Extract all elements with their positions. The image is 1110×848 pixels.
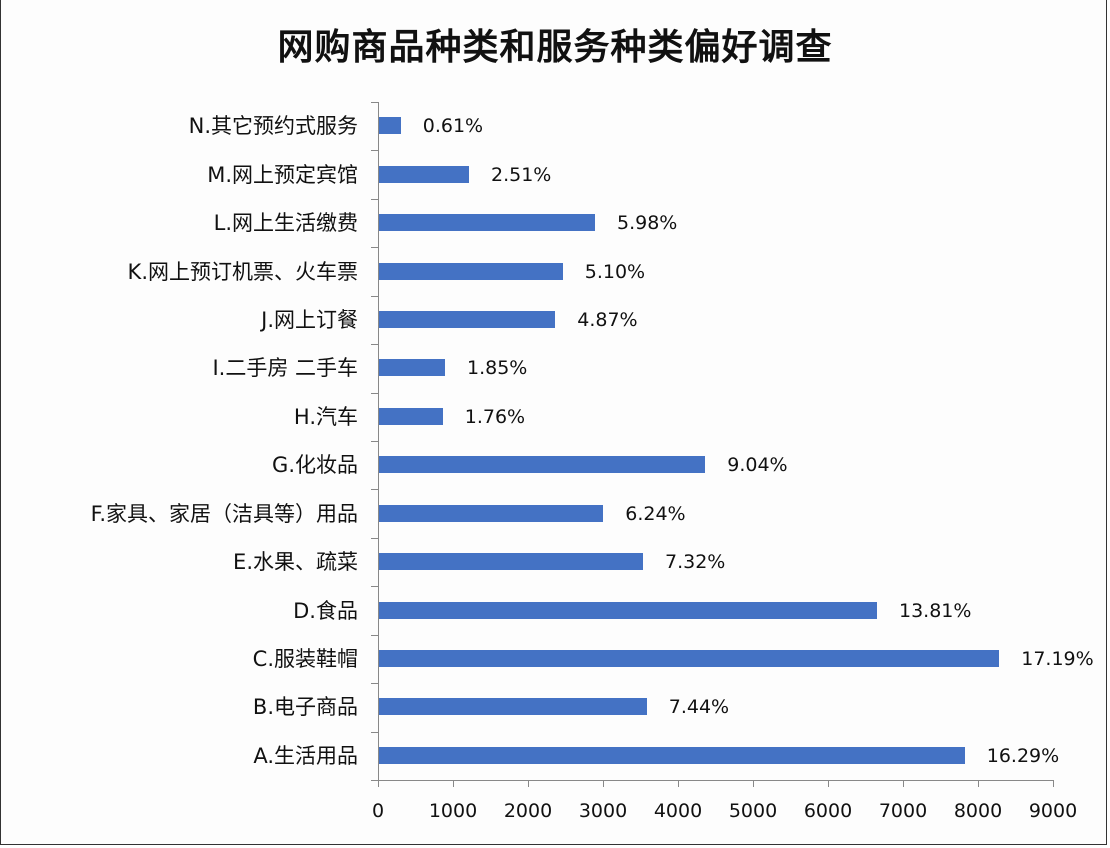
category-label: G.化妆品 bbox=[272, 453, 358, 478]
bar bbox=[379, 649, 1000, 667]
y-tick bbox=[371, 295, 378, 297]
bar bbox=[379, 698, 647, 716]
y-tick bbox=[371, 198, 378, 200]
x-tick-label: 2000 bbox=[503, 800, 553, 822]
category-label: N.其它预约式服务 bbox=[188, 114, 358, 139]
y-tick bbox=[371, 102, 378, 103]
x-tick bbox=[903, 780, 904, 787]
data-label: 9.04% bbox=[727, 454, 788, 477]
data-label: 7.32% bbox=[665, 551, 726, 574]
y-axis-line bbox=[378, 102, 379, 780]
x-tick-label: 0 bbox=[371, 800, 385, 822]
y-tick bbox=[371, 537, 378, 539]
category-label: F.家具、家居（洁具等）用品 bbox=[90, 501, 358, 526]
y-tick bbox=[371, 392, 378, 394]
y-tick bbox=[371, 683, 378, 685]
y-tick bbox=[371, 634, 378, 636]
data-label: 5.98% bbox=[617, 212, 678, 235]
x-tick bbox=[978, 780, 979, 787]
bar bbox=[379, 746, 965, 764]
y-tick bbox=[371, 247, 378, 249]
x-tick-label: 1000 bbox=[428, 800, 478, 822]
y-tick bbox=[371, 441, 378, 442]
category-label: K.网上预订机票、火车票 bbox=[127, 259, 358, 284]
bar bbox=[379, 359, 445, 377]
bar bbox=[379, 262, 563, 280]
x-tick bbox=[603, 780, 604, 787]
data-label: 7.44% bbox=[668, 696, 730, 719]
category-label: E.水果、疏菜 bbox=[233, 550, 358, 575]
bar bbox=[379, 310, 556, 328]
x-tick-label: 6000 bbox=[803, 800, 853, 822]
bar bbox=[379, 117, 401, 135]
data-label: 1.85% bbox=[467, 357, 528, 380]
x-tick-label: 5000 bbox=[728, 800, 778, 822]
y-tick bbox=[371, 731, 378, 733]
data-label: 4.87% bbox=[577, 308, 638, 331]
bar bbox=[379, 165, 469, 183]
bar bbox=[379, 504, 604, 522]
x-tick bbox=[828, 780, 829, 787]
y-tick bbox=[371, 780, 378, 781]
x-tick-label: 9000 bbox=[1028, 800, 1078, 822]
data-label: 17.19% bbox=[1021, 647, 1094, 670]
x-tick bbox=[528, 780, 529, 787]
x-tick bbox=[453, 780, 454, 787]
data-label: 5.10% bbox=[584, 260, 646, 283]
data-label: 2.51% bbox=[491, 163, 552, 186]
category-label: J.网上订餐 bbox=[261, 307, 358, 332]
y-tick bbox=[371, 150, 378, 152]
x-tick bbox=[753, 780, 754, 787]
y-tick bbox=[371, 586, 378, 588]
x-tick bbox=[678, 780, 679, 787]
x-axis-line bbox=[378, 780, 1054, 781]
bar bbox=[379, 214, 595, 232]
x-tick-label: 3000 bbox=[578, 800, 628, 822]
chart-title: 网购商品种类和服务种类偏好调查 bbox=[277, 26, 833, 68]
x-tick-label: 7000 bbox=[878, 800, 928, 822]
bar bbox=[379, 601, 877, 619]
bar bbox=[379, 553, 643, 571]
category-label: A.生活用品 bbox=[253, 743, 358, 768]
x-tick bbox=[1053, 780, 1054, 787]
x-tick-label: 4000 bbox=[653, 800, 703, 822]
category-label: D.食品 bbox=[293, 598, 358, 623]
category-label: I.二手房 二手车 bbox=[212, 356, 358, 381]
data-label: 0.61% bbox=[422, 115, 484, 138]
x-tick bbox=[378, 780, 379, 787]
category-label: C.服装鞋帽 bbox=[252, 646, 358, 671]
y-tick bbox=[371, 489, 378, 491]
y-tick bbox=[371, 344, 378, 346]
bar bbox=[379, 407, 443, 425]
data-label: 1.76% bbox=[464, 405, 526, 428]
category-label: H.汽车 bbox=[293, 404, 358, 429]
category-label: B.电子商品 bbox=[252, 695, 358, 720]
category-label: M.网上预定宾馆 bbox=[207, 162, 358, 187]
data-label: 16.29% bbox=[986, 744, 1060, 767]
bar bbox=[379, 456, 706, 474]
category-label: L.网上生活缴费 bbox=[213, 211, 358, 236]
data-label: 6.24% bbox=[625, 502, 686, 525]
x-tick-label: 8000 bbox=[953, 800, 1003, 822]
data-label: 13.81% bbox=[899, 599, 972, 622]
